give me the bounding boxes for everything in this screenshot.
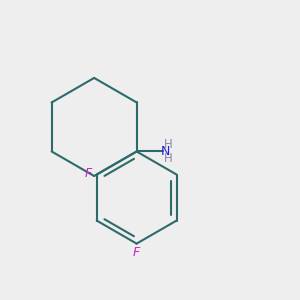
- Text: H: H: [164, 138, 173, 152]
- Text: F: F: [84, 167, 92, 179]
- Text: F: F: [133, 246, 140, 259]
- Text: H: H: [164, 152, 173, 164]
- Text: N: N: [160, 145, 170, 158]
